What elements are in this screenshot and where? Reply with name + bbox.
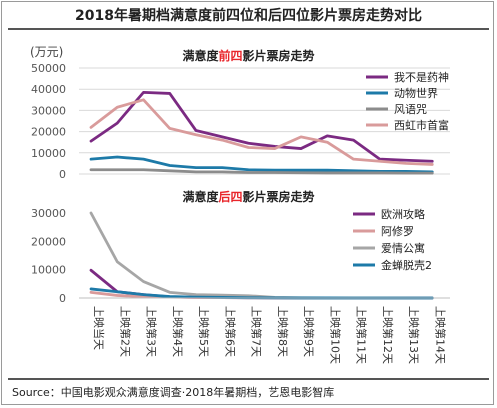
y-tick-label: 20000	[31, 235, 66, 248]
y-tick-label: 30000	[31, 207, 66, 220]
series-line	[89, 90, 434, 163]
x-tick-label: 上映第9天	[302, 306, 316, 357]
series-line	[89, 155, 434, 174]
legend-label: 阿修罗	[381, 224, 414, 238]
x-tick-label: 上映第8天	[276, 306, 290, 357]
y-tick-label: 0	[59, 168, 66, 181]
series-line	[89, 98, 434, 166]
y-tick-label: 50000	[31, 62, 66, 75]
y-tick-label: 40000	[31, 83, 66, 96]
chart-title-top-prefix: 满意度	[182, 49, 219, 63]
x-tick-label: 上映第6天	[223, 306, 237, 357]
x-tick-label: 上映第11天	[355, 306, 369, 364]
main-title: 2018年暑期档满意度前四位和后四位影片票房走势对比	[75, 8, 422, 24]
legend-label: 金蝉脱壳2	[381, 258, 432, 272]
chart-title-bottom-highlight: 后四	[218, 190, 243, 204]
legend-label: 我不是药神	[394, 70, 449, 84]
legend-label: 欧洲攻略	[381, 207, 425, 221]
legend-label: 风语咒	[394, 103, 427, 116]
x-tick-label: 上映第14天	[433, 306, 447, 364]
y-unit-label: (万元)	[30, 45, 64, 59]
chart-top: 0 10000 20000 30000 40000 50000 我不是药神动物世界风语咒西虹…	[31, 62, 450, 181]
title-rule	[8, 28, 489, 30]
x-tick-label: 上映第3天	[145, 306, 159, 357]
chart-title-bottom: 满意度后四影片票房走势	[0, 188, 497, 205]
chart-title-top-highlight: 前四	[218, 49, 243, 63]
y-tick-label: 10000	[31, 264, 66, 277]
chart-title-top: 满意度前四影片票房走势	[0, 47, 497, 64]
x-tick-label: 上映当天	[92, 306, 106, 350]
x-tick-label: 上映第2天	[118, 306, 132, 357]
legend-label: 动物世界	[394, 86, 438, 100]
chart-title-top-suffix: 影片票房走势	[242, 49, 315, 63]
y-tick-label: 0	[59, 292, 66, 305]
y-tick-label: 30000	[31, 104, 66, 117]
y-tick-label: 10000	[31, 147, 66, 160]
source-rule	[8, 378, 489, 380]
x-tick-label: 上映第13天	[407, 306, 421, 364]
source-note: Source：中国电影观众满意度调查·2018年暑期档，艺恩电影智库	[12, 386, 335, 399]
x-tick-label: 上映第10天	[328, 306, 342, 364]
y-tick-label: 20000	[31, 126, 66, 139]
chart-title-bottom-suffix: 影片票房走势	[242, 190, 315, 204]
x-tick-label: 上映第4天	[171, 306, 185, 357]
legend-label: 爱情公寓	[381, 241, 425, 255]
legend-label: 西虹市首富	[394, 118, 449, 132]
x-tick-label: 上映第7天	[250, 306, 264, 357]
x-tick-label: 上映第12天	[381, 306, 395, 364]
x-tick-label: 上映第5天	[197, 306, 211, 357]
chart-title-bottom-prefix: 满意度	[182, 190, 219, 204]
series-line	[89, 168, 434, 175]
